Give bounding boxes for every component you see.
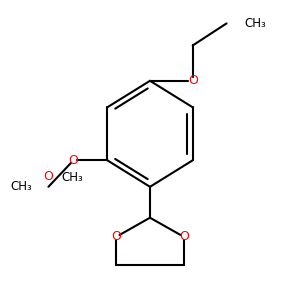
Text: CH₃: CH₃ (244, 17, 266, 30)
Text: O: O (68, 154, 78, 167)
Text: O: O (179, 230, 189, 243)
Text: CH₃: CH₃ (61, 172, 83, 184)
Text: O: O (44, 170, 53, 183)
Text: O: O (188, 74, 198, 87)
Text: CH₃: CH₃ (11, 180, 32, 193)
Text: O: O (111, 230, 121, 243)
